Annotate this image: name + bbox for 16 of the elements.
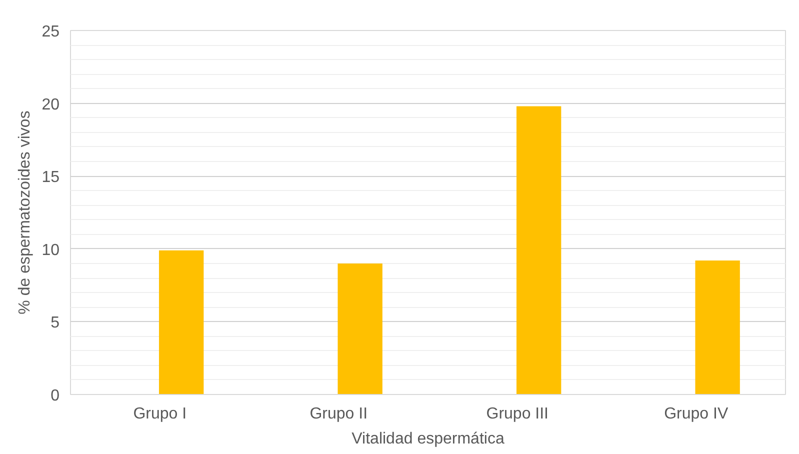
y-tick-label: 5 <box>50 314 60 332</box>
y-tick-label: 25 <box>42 24 60 40</box>
x-tick-label: Grupo I <box>133 406 187 422</box>
y-tick-label: 15 <box>42 169 60 186</box>
bar <box>158 250 204 394</box>
bar <box>516 106 562 394</box>
y-axis-title: % de espermatozoides vivos <box>16 110 34 314</box>
y-tick-label: 20 <box>42 96 60 114</box>
x-tick-label: Grupo III <box>486 406 548 422</box>
bar <box>338 263 382 394</box>
x-tick-label: Grupo II <box>310 406 368 422</box>
y-tick-label: 10 <box>42 242 60 259</box>
y-tick-label: 0 <box>50 388 60 404</box>
bar <box>695 260 740 394</box>
x-axis-title: Vitalidad espermática <box>352 430 504 448</box>
x-tick-label: Grupo IV <box>664 406 728 422</box>
